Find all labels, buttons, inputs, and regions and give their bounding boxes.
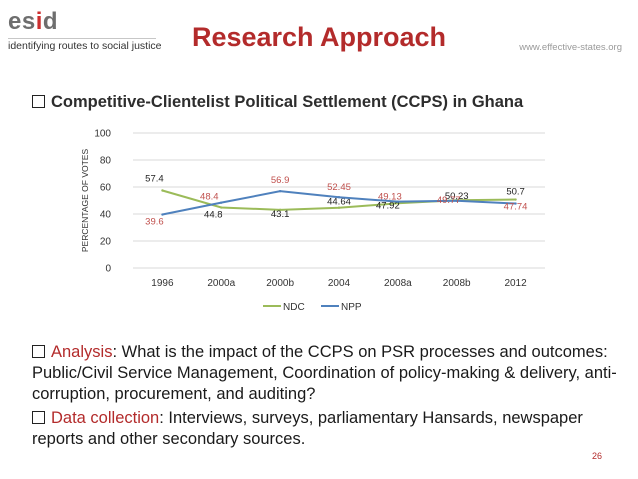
x-tick-label: 2008a bbox=[384, 278, 412, 289]
website-url: www.effective-states.org bbox=[519, 42, 622, 53]
data-point-ndc bbox=[278, 208, 282, 212]
data-label-npp: 56.9 bbox=[271, 175, 290, 186]
logo-word-prefix: es bbox=[8, 8, 36, 35]
data-label-ndc: 50.23 bbox=[445, 191, 469, 202]
data-point-npp bbox=[337, 195, 341, 199]
data-label-ndc: 57.4 bbox=[145, 174, 164, 185]
y-tick-label: 0 bbox=[105, 264, 111, 275]
logo-tagline: identifying routes to social justice bbox=[8, 40, 162, 52]
data-label-npp: 49.13 bbox=[378, 192, 402, 203]
data-label-ndc: 47.92 bbox=[376, 200, 400, 211]
x-tick-label: 2012 bbox=[504, 278, 527, 289]
y-tick-label: 20 bbox=[100, 237, 112, 248]
x-tick-label: 2000b bbox=[266, 278, 294, 289]
page-number: 26 bbox=[591, 451, 602, 461]
data-label-npp: 47.74 bbox=[504, 202, 528, 213]
y-tick-label: 80 bbox=[100, 156, 112, 167]
vote-share-chart: PERCENTAGE OF VOTES 0 20 40 60 80 100 1996 2000a… bbox=[75, 122, 585, 322]
data-point-npp bbox=[455, 199, 458, 203]
data-point-npp bbox=[514, 202, 517, 205]
analysis-bullet: Analysis: What is the impact of the CCPS… bbox=[32, 342, 618, 405]
checkbox-bullet-icon bbox=[32, 411, 45, 424]
y-axis-label: PERCENTAGE OF VOTES bbox=[80, 149, 90, 253]
esid-logo: esid identifying routes to social justic… bbox=[8, 8, 162, 52]
data-label-ndc: 44.64 bbox=[327, 197, 351, 208]
y-tick-label: 40 bbox=[100, 210, 112, 221]
data-label-npp: 48.4 bbox=[200, 192, 219, 203]
legend-label-ndc: NDC bbox=[283, 302, 305, 313]
data-label-ndc: 50.7 bbox=[506, 187, 524, 198]
x-tick-label: 2004 bbox=[328, 278, 351, 289]
checkbox-bullet-icon bbox=[32, 95, 45, 108]
data-collection-text: : Interviews, surveys, parliamentary Han… bbox=[32, 409, 583, 448]
y-tick-label: 100 bbox=[94, 129, 111, 140]
data-point-npp bbox=[396, 200, 400, 203]
logo-wordmark: esid bbox=[8, 8, 58, 36]
section-heading: Competitive-Clientelist Political Settle… bbox=[32, 92, 618, 113]
data-point-npp bbox=[220, 201, 223, 204]
data-point-ndc bbox=[514, 198, 517, 201]
analysis-text: : What is the impact of the CCPS on PSR … bbox=[32, 343, 617, 403]
data-point-ndc bbox=[337, 206, 341, 209]
data-point-ndc bbox=[220, 206, 223, 209]
logo-divider bbox=[8, 38, 156, 39]
page-title: Research Approach bbox=[191, 22, 447, 52]
data-label-ndc: 43.1 bbox=[271, 209, 290, 220]
checkbox-bullet-icon bbox=[32, 345, 45, 358]
data-label-ndc: 44.8 bbox=[204, 210, 223, 221]
chart-canvas: PERCENTAGE OF VOTES 0 20 40 60 80 100 1996 2000a… bbox=[80, 129, 545, 313]
data-point-ndc bbox=[161, 189, 164, 192]
x-tick-label: 2008b bbox=[443, 278, 471, 289]
y-tick-label: 60 bbox=[100, 183, 112, 194]
section-heading-text: Competitive-Clientelist Political Settle… bbox=[51, 93, 524, 111]
data-point-npp bbox=[278, 189, 282, 193]
data-point-npp bbox=[161, 213, 164, 216]
data-label-npp: 49.77 bbox=[437, 195, 461, 206]
logo-word-suffix: d bbox=[42, 8, 59, 35]
data-label-npp: 39.6 bbox=[145, 217, 164, 228]
x-tick-label: 1996 bbox=[151, 278, 174, 289]
x-tick-label: 2000a bbox=[207, 278, 235, 289]
data-label-npp: 52.45 bbox=[327, 182, 351, 193]
logo-word-accent: i bbox=[35, 8, 43, 35]
analysis-label: Analysis bbox=[51, 343, 113, 361]
legend-label-npp: NPP bbox=[341, 302, 362, 313]
data-collection-label: Data collection bbox=[51, 409, 160, 427]
data-collection-bullet: Data collection: Interviews, surveys, pa… bbox=[32, 408, 618, 450]
